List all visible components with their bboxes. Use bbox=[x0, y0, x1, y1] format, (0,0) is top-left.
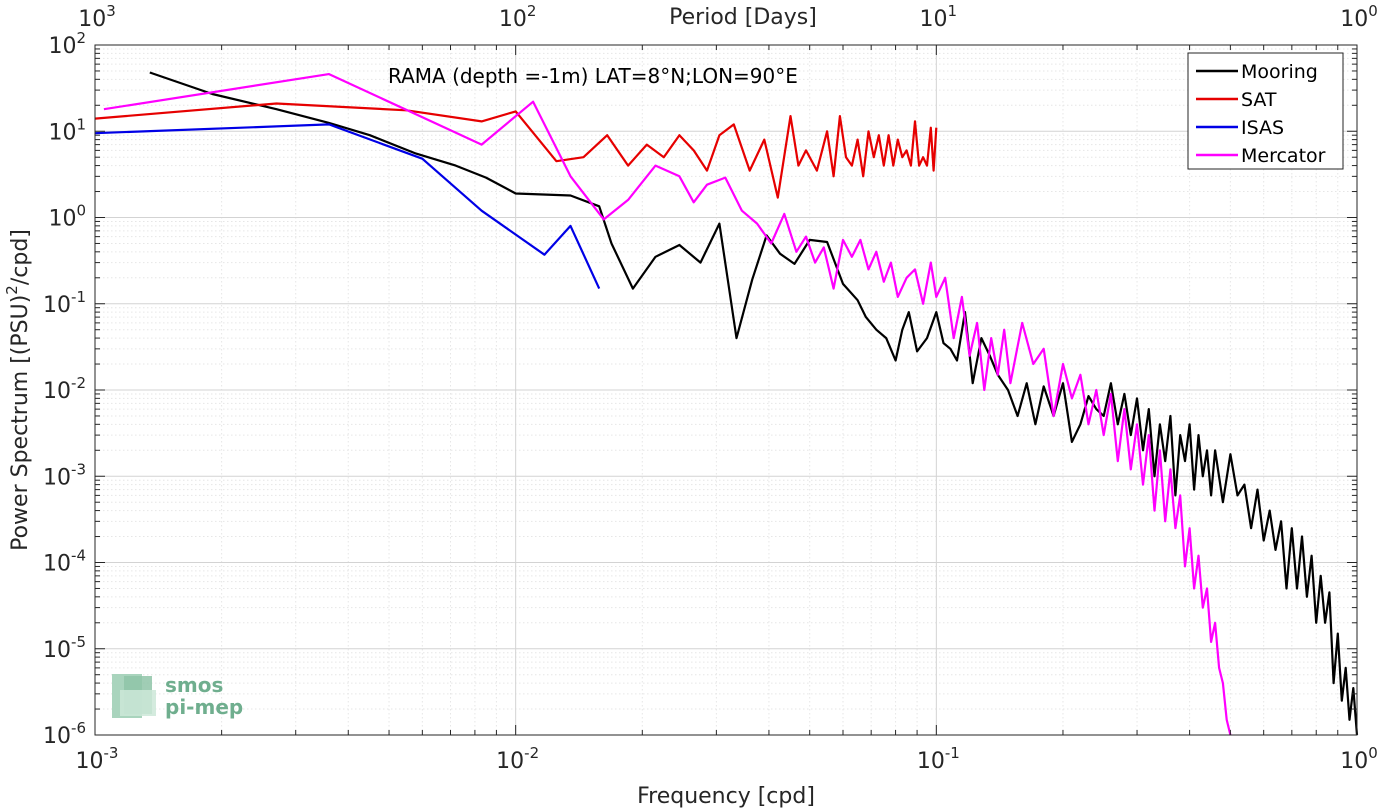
legend-label-mooring: Mooring bbox=[1241, 61, 1318, 83]
series-line-isas bbox=[94, 123, 601, 290]
tick-marks bbox=[94, 44, 1358, 736]
y-tick-label: 102 bbox=[48, 29, 86, 59]
y-axis-label: Power Spectrum [(PSU)2/cpd] bbox=[3, 229, 33, 551]
legend-box bbox=[1187, 52, 1344, 170]
logo-text-pi-mep: pi-mep bbox=[165, 695, 243, 719]
legend: Mooring SAT ISAS Mercator bbox=[1187, 52, 1344, 170]
series-line-sat bbox=[94, 102, 938, 199]
y-tick-label: 101 bbox=[48, 115, 86, 145]
x-axis-label: Frequency [cpd] bbox=[637, 784, 815, 809]
logo-text-smos: smos bbox=[165, 673, 223, 697]
legend-label-isas: ISAS bbox=[1241, 117, 1284, 139]
x-tick-label: 10-3 bbox=[76, 744, 119, 774]
top-tick-label: 103 bbox=[78, 2, 116, 32]
series-layer bbox=[94, 71, 1359, 736]
top-axis-label: Period [Days] bbox=[669, 5, 817, 30]
major-grid bbox=[95, 45, 1357, 735]
top-tick-label: 100 bbox=[1340, 2, 1377, 32]
y-tick-label: 10-4 bbox=[43, 547, 86, 577]
y-tick-label: 10-5 bbox=[43, 633, 86, 663]
legend-label-sat: SAT bbox=[1241, 89, 1277, 111]
chart-annotation: RAMA (depth =-1m) LAT=8°N;LON=90°E bbox=[388, 64, 798, 88]
legend-label-mercator: Mercator bbox=[1241, 145, 1326, 167]
y-tick-label: 100 bbox=[48, 202, 86, 232]
x-tick-label: 10-2 bbox=[496, 744, 539, 774]
x-tick-label: 10-1 bbox=[917, 744, 960, 774]
top-tick-label: 101 bbox=[920, 2, 958, 32]
logo-mark bbox=[120, 690, 156, 716]
y-tick-label: 10-6 bbox=[43, 719, 86, 749]
smos-pi-mep-logo: smos pi-mep bbox=[112, 673, 243, 719]
y-tick-label: 10-1 bbox=[43, 288, 86, 318]
top-tick-label: 102 bbox=[499, 2, 537, 32]
series-line-mercator bbox=[103, 72, 1232, 736]
series-line-mooring bbox=[149, 71, 1359, 736]
x-tick-label: 100 bbox=[1340, 744, 1377, 774]
y-tick-label: 10-2 bbox=[43, 374, 86, 404]
y-tick-label: 10-3 bbox=[43, 460, 86, 490]
